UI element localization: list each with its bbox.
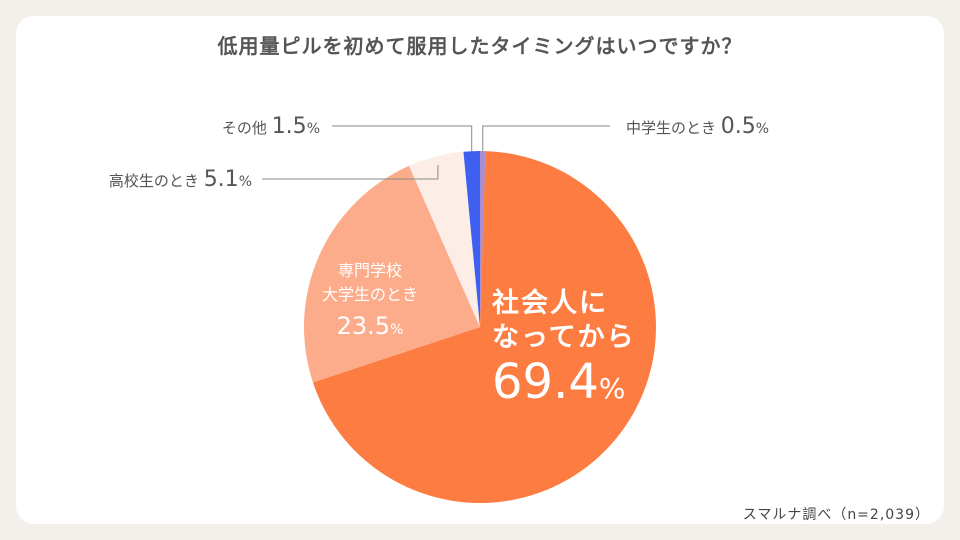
inner-label-slice-1-line-0: 社会人に <box>492 287 608 319</box>
pie-slice-2 <box>303 165 480 383</box>
leader-line-slice-3 <box>262 165 439 180</box>
chart-title: 低用量ピルを初めて服用したタイミングはいつですか？ <box>217 34 743 58</box>
pie-slice-3 <box>409 151 480 327</box>
chart-source: スマルナ調べ（n=2,039） <box>742 507 930 523</box>
inner-label-slice-2-line-1: 大学生のとき <box>322 285 418 304</box>
inner-label-slice-1-line-1: なってから <box>492 322 636 353</box>
pie-slice-1 <box>312 151 656 503</box>
leader-line-slice-4 <box>332 125 473 152</box>
inner-value-slice-2: 23.5% <box>337 312 404 340</box>
inner-value-slice-1: 69.4% <box>492 354 625 410</box>
inner-label-slice-2-line-0: 専門学校 <box>338 261 402 280</box>
label-slice-4: その他 1.5% <box>222 114 320 139</box>
pie-slice-4 <box>463 151 480 327</box>
leader-line-slice-0 <box>482 125 610 152</box>
label-slice-3: 高校生のとき 5.1% <box>109 167 252 192</box>
pie-slice-0 <box>480 151 486 327</box>
label-slice-0: 中学生のとき 0.5% <box>626 114 769 139</box>
